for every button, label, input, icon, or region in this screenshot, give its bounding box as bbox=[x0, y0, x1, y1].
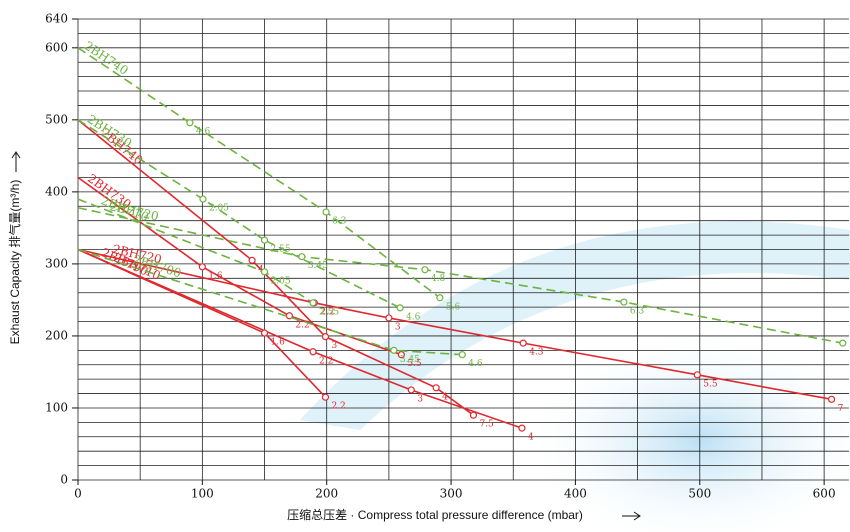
point bbox=[309, 299, 317, 307]
point-label: 5.5 bbox=[703, 379, 718, 389]
point bbox=[827, 395, 836, 403]
x-tick-label: 100 bbox=[191, 487, 214, 501]
point-label: 2.2 bbox=[319, 356, 333, 366]
y-tick-label: 0 bbox=[60, 473, 68, 487]
x-tick-label: 500 bbox=[688, 487, 711, 501]
point bbox=[620, 298, 628, 306]
series-line bbox=[77, 248, 327, 398]
series-line bbox=[77, 248, 832, 401]
y-tick-label: 100 bbox=[45, 400, 68, 414]
point bbox=[518, 424, 526, 432]
y-tick-label: 500 bbox=[45, 112, 68, 126]
series-name: 2BH740 bbox=[82, 38, 131, 77]
point-label: 2.55 bbox=[271, 245, 291, 255]
point-label: 2.05 bbox=[271, 276, 291, 286]
point bbox=[198, 263, 206, 271]
x-axis-title: 压缩总压差 · Compress total pressure differen… bbox=[287, 507, 583, 522]
point bbox=[322, 208, 330, 216]
point-label: 6.3 bbox=[332, 217, 347, 227]
point-label: 4.6 bbox=[196, 127, 211, 137]
y-axis-arrow bbox=[11, 151, 21, 172]
point bbox=[458, 351, 466, 359]
point-label: 3 bbox=[331, 341, 337, 351]
point bbox=[396, 304, 404, 312]
point bbox=[260, 236, 269, 244]
point-label: 6.3 bbox=[630, 307, 645, 317]
point bbox=[421, 266, 429, 274]
point bbox=[186, 119, 194, 127]
point bbox=[260, 329, 269, 337]
background-decoration bbox=[300, 221, 850, 430]
point bbox=[248, 256, 256, 264]
point-label: 2.2 bbox=[331, 402, 345, 412]
point bbox=[260, 268, 269, 276]
point bbox=[407, 386, 415, 394]
point-label: 2.2 bbox=[295, 320, 309, 330]
point-label: 5.5 bbox=[407, 359, 422, 369]
point-label: 3.45 bbox=[308, 261, 328, 271]
point-label: 7 bbox=[838, 404, 844, 414]
point bbox=[199, 195, 207, 203]
point bbox=[432, 384, 440, 392]
point bbox=[321, 333, 330, 341]
point-label: 4 bbox=[528, 433, 534, 443]
point-label: 1.6 bbox=[208, 271, 223, 281]
point-label: 3 bbox=[417, 394, 423, 404]
series-line bbox=[77, 119, 401, 309]
point-label: 4 bbox=[442, 392, 448, 402]
point bbox=[385, 314, 393, 322]
y-tick-label: 400 bbox=[45, 184, 68, 198]
y-tick-label: 600 bbox=[45, 40, 68, 54]
point-label: 2.2 bbox=[320, 307, 334, 317]
point bbox=[436, 294, 444, 302]
x-axis-arrow bbox=[622, 511, 641, 521]
x-tick-label: 600 bbox=[813, 487, 836, 501]
point-label: 2.55 bbox=[319, 307, 339, 317]
point bbox=[309, 348, 317, 356]
point-label: 7.5 bbox=[479, 420, 494, 430]
point-label: 3.45 bbox=[400, 355, 420, 365]
point-label: 4.6 bbox=[468, 359, 483, 369]
point-label: 1.6 bbox=[271, 338, 286, 348]
point-label: 2.05 bbox=[209, 204, 229, 214]
point bbox=[298, 253, 306, 261]
x-tick-label: 200 bbox=[315, 487, 338, 501]
point bbox=[469, 411, 478, 419]
y-tick-label: 200 bbox=[45, 328, 68, 342]
point bbox=[519, 339, 527, 347]
y-tick-label: 300 bbox=[45, 256, 68, 270]
point bbox=[693, 371, 701, 379]
point-label: 4.6 bbox=[406, 312, 421, 322]
point bbox=[321, 393, 330, 401]
y-axis-title: Exhaust Capacity 排气量(m³/h) bbox=[7, 180, 22, 345]
point-label: 4.3 bbox=[529, 348, 544, 358]
series-line bbox=[77, 248, 523, 429]
point-label: 5.6 bbox=[446, 302, 461, 312]
point bbox=[397, 351, 405, 359]
point bbox=[839, 339, 847, 347]
series-line bbox=[77, 47, 441, 299]
background-decoration bbox=[520, 330, 850, 532]
grid: 0 100 200 300 400 500 600 0 100 200 300 400 500 600 64… bbox=[45, 12, 849, 501]
x-tick-label: 400 bbox=[564, 487, 587, 501]
point-label: 3 bbox=[395, 322, 401, 332]
x-tick-label: 0 bbox=[74, 487, 82, 501]
point-label: 4.8 bbox=[431, 274, 446, 284]
x-tick-label: 300 bbox=[440, 487, 463, 501]
y-tick-label: 640 bbox=[45, 12, 68, 26]
point bbox=[390, 346, 398, 354]
